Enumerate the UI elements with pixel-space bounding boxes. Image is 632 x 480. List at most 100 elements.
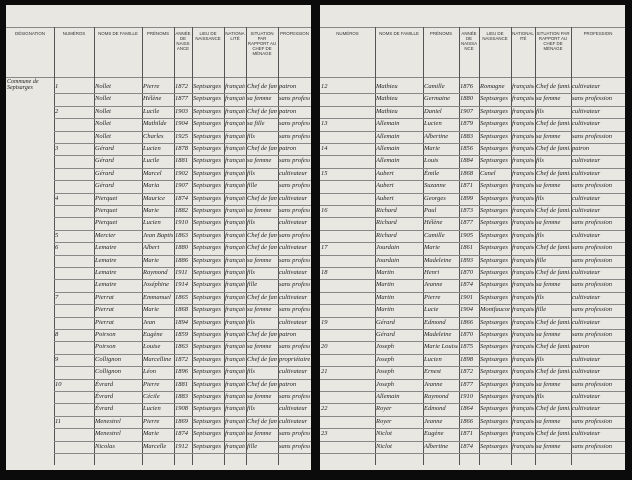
- row-rule: [54, 391, 311, 392]
- entry: cultivateur: [572, 430, 601, 438]
- entry: patron: [279, 331, 297, 338]
- row-rule: [320, 180, 625, 182]
- entry: 1872: [175, 355, 188, 363]
- entry: fils: [536, 107, 544, 115]
- entry: Septsarges: [480, 207, 508, 214]
- entry: Montfaucon: [480, 306, 510, 314]
- entry: 21: [321, 368, 328, 376]
- entry: française: [225, 405, 245, 413]
- entry: Septsarges: [193, 306, 221, 314]
- entry: Chef de famille: [536, 120, 570, 128]
- entry: sans profession: [279, 120, 310, 128]
- entry: Albertine: [424, 442, 449, 450]
- row-rule: [54, 180, 311, 182]
- entry: Lemaire: [95, 281, 117, 289]
- entry: Allemain: [376, 157, 400, 165]
- row-rule: [54, 403, 311, 405]
- entry: Chef de famille: [536, 318, 570, 326]
- entry: 6: [55, 244, 59, 252]
- entry: patron: [279, 107, 297, 115]
- entry: française: [225, 293, 245, 301]
- entry: 1904: [460, 306, 473, 314]
- column-rule: [192, 27, 193, 465]
- column-rule: [142, 27, 143, 465]
- entry: française: [512, 207, 534, 214]
- entry: sa fille: [247, 120, 265, 128]
- column-header: NATIONALITÉ: [512, 31, 534, 41]
- entry: 1925: [175, 132, 188, 140]
- entry: sans profession: [279, 182, 310, 190]
- entry: fils: [247, 405, 255, 413]
- entry: cultivateur: [279, 169, 308, 177]
- entry: française: [225, 83, 245, 90]
- entry: Allemain: [376, 132, 400, 140]
- entry: 1881: [175, 380, 188, 388]
- entry: Emmanuel: [143, 293, 171, 301]
- entry: sans profession: [279, 231, 310, 239]
- entry: fils: [536, 157, 544, 165]
- entry: cultivateur: [279, 405, 308, 413]
- entry: Chef de famille: [247, 417, 277, 425]
- entry: sans profession: [279, 256, 310, 264]
- entry: Pierrat: [95, 318, 114, 326]
- entry: Eugène: [424, 430, 444, 438]
- row-rule: [320, 341, 625, 343]
- entry: Septsarges: [193, 182, 221, 190]
- entry: Mathilde: [143, 120, 167, 128]
- entry: sa femme: [247, 157, 272, 165]
- entry: cultivateur: [279, 417, 308, 425]
- row-rule: [54, 279, 311, 281]
- entry: 1883: [175, 393, 188, 400]
- entry: Gérard: [95, 157, 114, 165]
- entry: Chef de famille: [536, 207, 570, 214]
- row-rule: [54, 304, 311, 306]
- entry: sans profession: [572, 256, 613, 264]
- entry: sans profession: [572, 442, 613, 450]
- entry: sa femme: [536, 95, 561, 103]
- row-rule: [320, 93, 625, 95]
- column-rule: [375, 27, 376, 465]
- entry: Pierre: [143, 417, 160, 425]
- entry: sa femme: [247, 256, 272, 264]
- entry: Madeleine: [424, 331, 452, 338]
- entry: française: [225, 244, 245, 252]
- entry: Lemaire: [95, 269, 117, 276]
- column-header: NOMS DE FAMILLE: [379, 31, 419, 36]
- entry: Septsarges: [480, 281, 508, 289]
- entry: française: [225, 145, 245, 152]
- entry: Menestrel: [95, 430, 121, 438]
- entry: Hélène: [143, 95, 162, 103]
- entry: Cécile: [143, 393, 160, 400]
- entry: 1894: [175, 318, 188, 326]
- entry: sa femme: [536, 182, 561, 190]
- entry: cultivateur: [572, 107, 601, 115]
- entry: Marcelline: [143, 355, 172, 363]
- entry: 1864: [460, 405, 473, 413]
- entry: fils: [536, 194, 544, 202]
- entry: française: [512, 244, 534, 252]
- entry: française: [225, 120, 245, 128]
- entry: fils: [247, 219, 255, 227]
- entry: patron: [279, 380, 297, 388]
- entry: cultivateur: [279, 194, 308, 202]
- column-rule: [54, 27, 55, 465]
- entry: sa femme: [247, 430, 272, 438]
- entry: Lucile: [143, 157, 160, 165]
- entry: 1859: [175, 331, 188, 338]
- entry: Joseph: [376, 343, 395, 351]
- entry: Romagne: [480, 83, 505, 90]
- row-rule: [54, 217, 311, 219]
- row-rule: [54, 93, 311, 95]
- entry: française: [225, 343, 245, 351]
- entry: Charles: [143, 132, 164, 140]
- entry: Nollet: [95, 107, 111, 115]
- entry: fils: [536, 231, 544, 239]
- entry: 13: [321, 120, 328, 128]
- column-header: LIEU DE NAISSANCE: [195, 31, 221, 41]
- row-rule: [320, 217, 625, 219]
- row-rule: [54, 428, 311, 430]
- entry: Septsarges: [193, 281, 221, 289]
- entry: fille: [536, 306, 547, 314]
- entry: française: [225, 182, 245, 190]
